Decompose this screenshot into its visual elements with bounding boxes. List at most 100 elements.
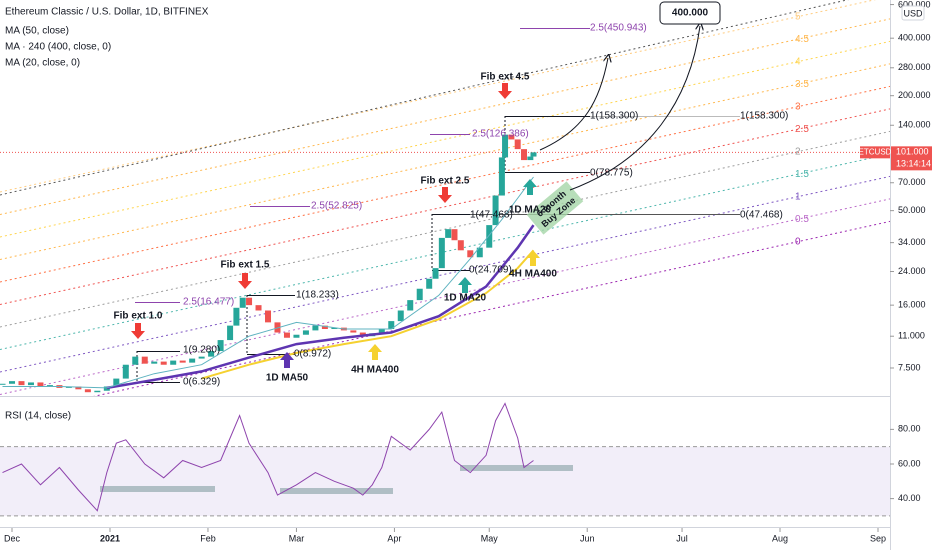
currency-box (901, 5, 925, 21)
candle (227, 325, 234, 341)
annotation: 2.5(126.386) (472, 129, 529, 140)
candle (132, 356, 139, 365)
channel-line (0, 198, 890, 395)
channel-label: 0 (795, 237, 801, 248)
candle (321, 325, 328, 330)
x-tick-label: Aug (772, 533, 788, 543)
annotation: 0(78.775) (590, 168, 633, 179)
callout-box (659, 1, 721, 25)
candle (498, 157, 505, 196)
candle (27, 382, 34, 386)
legend-entry: MA (20, close, 0) (5, 58, 80, 69)
annotation: Fib ext 2.5 (421, 176, 470, 187)
candle (9, 381, 16, 384)
candle (502, 134, 509, 158)
candle (302, 330, 309, 335)
rsi-y-tick-label: 80.00 (898, 424, 921, 434)
legend-entry: MA · 240 (400, close, 0) (5, 42, 111, 53)
projection-arrow (539, 58, 608, 151)
y-tick-label: 24.000 (898, 266, 926, 276)
channel-label: 1.5 (795, 169, 809, 180)
last-price-box (891, 146, 932, 171)
channel-label: 2.5 (795, 124, 809, 135)
annotation: 0(47.468) (740, 210, 783, 221)
annotation: Fib ext 1.5 (221, 260, 270, 271)
candle (438, 237, 445, 269)
price-pane: 00.511.522.533.544.55 (0, 0, 890, 396)
candle (265, 310, 272, 323)
candle (467, 250, 474, 258)
candle (18, 381, 25, 386)
candle (407, 300, 414, 311)
candle (239, 297, 246, 308)
rsi-title: RSI (14, close) (5, 411, 71, 422)
candle (189, 358, 196, 363)
candle (246, 297, 253, 306)
series-line (201, 249, 535, 380)
annotation: 1(47.468) (470, 210, 513, 221)
countdown: 13:14:14 (896, 159, 931, 169)
candle (75, 386, 82, 390)
annotation: 0(24.709) (469, 265, 512, 276)
rsi-band (0, 446, 890, 516)
x-tick-label: Feb (200, 533, 216, 543)
candle (233, 307, 240, 326)
channel-line-outer (0, 0, 849, 196)
y-tick-label: 7.500 (898, 362, 921, 372)
arrow-marker (238, 273, 252, 289)
y-tick-label: 200.000 (898, 90, 931, 100)
annotation: 2.5(52.825) (311, 201, 362, 212)
candle (378, 329, 385, 334)
y-tick-label: 50.000 (898, 205, 926, 215)
annotation: 1(158.300) (740, 111, 788, 122)
candle (492, 195, 499, 226)
rsi-y-tick-label: 40.00 (898, 493, 921, 503)
x-tick-label: 2021 (100, 533, 120, 543)
channel-label: 5 (795, 12, 801, 23)
candle (170, 360, 177, 365)
candle (141, 356, 148, 364)
channel-line (0, 40, 890, 238)
channel-label: 4.5 (795, 34, 809, 45)
candle (160, 361, 167, 365)
candle (527, 156, 534, 161)
candle (445, 229, 452, 238)
annotation: 1(9.280) (183, 345, 220, 356)
candle (208, 351, 215, 357)
series-line (2, 176, 534, 389)
candle (457, 240, 464, 251)
legend-entry: MA (50, close) (5, 26, 69, 37)
annotation: 400.000 (672, 8, 709, 19)
annotation: 1D MA20 (509, 205, 552, 216)
y-tick-label: 400.000 (898, 33, 931, 43)
channel-line (0, 63, 890, 260)
arrow-marker (280, 352, 294, 368)
y-tick-label: 140.000 (898, 120, 931, 130)
channel-line (93, 220, 890, 396)
rsi-support (280, 488, 393, 494)
channel-line (0, 175, 890, 373)
channel-line (0, 153, 890, 350)
series-line (106, 224, 535, 390)
candle (37, 382, 44, 387)
axes: 7.500 11.000 16.000 24.000 34.000 50.000 70.00… (4, 0, 932, 543)
annotation: 0(8.972) (294, 349, 331, 360)
candle (283, 332, 290, 338)
channel-line (0, 85, 890, 283)
arrow-marker (498, 83, 512, 99)
candle (521, 149, 528, 161)
annotation: 1D MA20 (444, 293, 487, 304)
candle (103, 386, 110, 391)
candle (432, 268, 439, 279)
candle (198, 356, 205, 359)
arrow-marker (368, 344, 382, 360)
channel-label: 1 (795, 192, 801, 203)
channel-label: 3.5 (795, 79, 809, 90)
arrow-marker (526, 250, 540, 266)
candle (514, 139, 521, 150)
annotation: 0(6.329) (183, 377, 220, 388)
annotation: Fib ext 4.5 (481, 72, 530, 83)
y-tick-label: 11.000 (898, 331, 925, 341)
x-tick-label: Jun (580, 533, 595, 543)
x-tick-label: Dec (4, 533, 21, 543)
